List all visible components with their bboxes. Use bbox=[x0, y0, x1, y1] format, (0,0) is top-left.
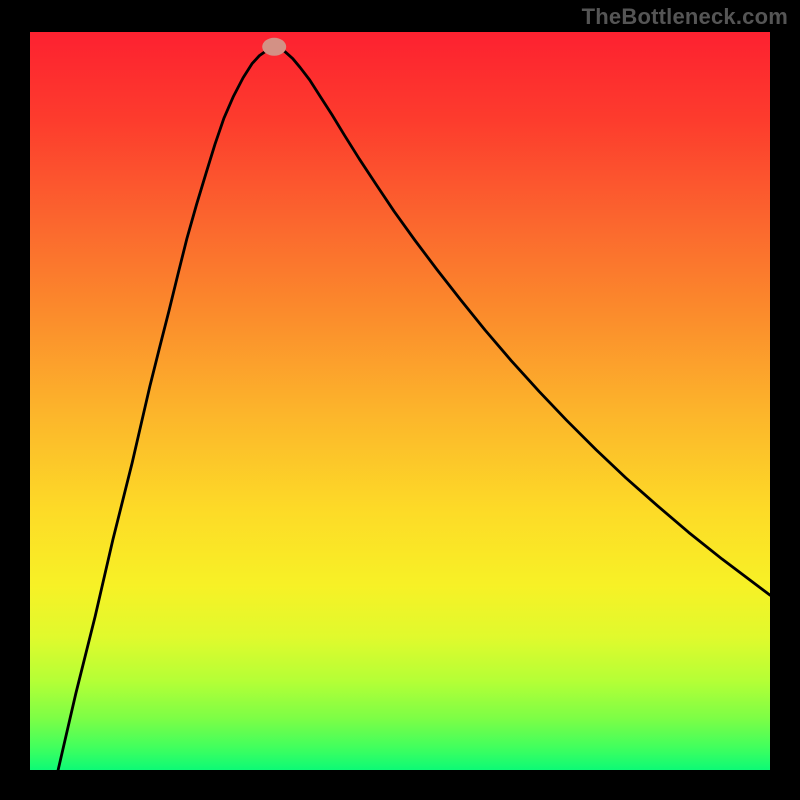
chart-frame: TheBottleneck.com bbox=[0, 0, 800, 800]
plot-area bbox=[30, 32, 770, 770]
plot-background bbox=[30, 32, 770, 770]
minimum-marker bbox=[262, 38, 286, 56]
chart-svg bbox=[30, 32, 770, 770]
watermark-text: TheBottleneck.com bbox=[582, 4, 788, 30]
